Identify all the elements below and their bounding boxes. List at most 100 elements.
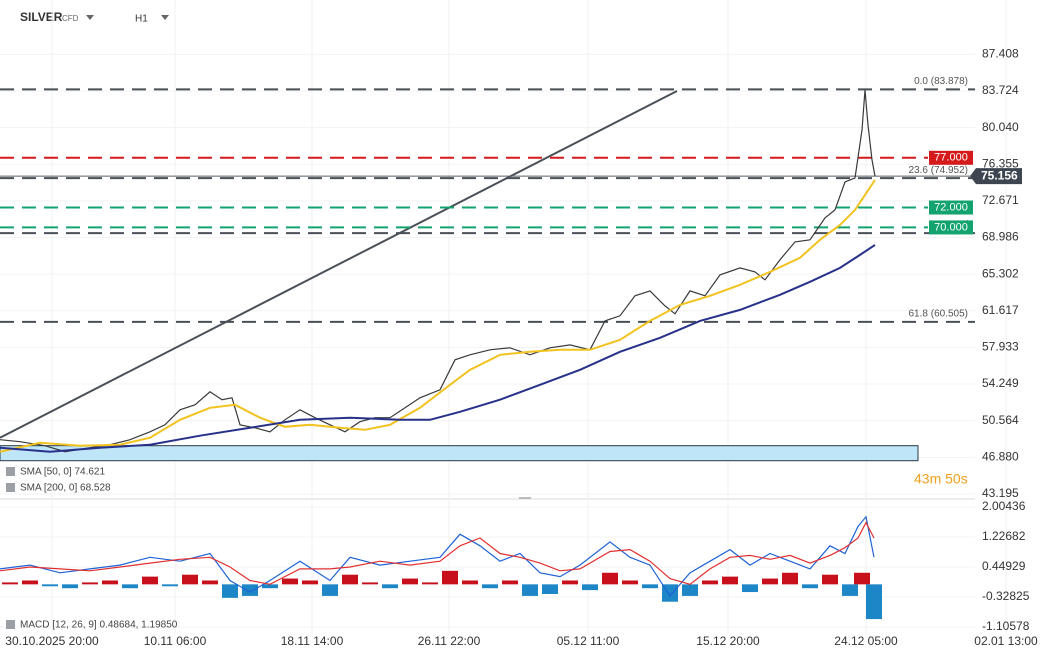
fib-label: 23.6 (74.952) <box>909 165 969 176</box>
histogram-bar <box>602 572 618 585</box>
histogram-bar <box>122 584 138 589</box>
fib-label: 0.0 (83.878) <box>914 76 968 87</box>
histogram-bar <box>762 578 778 585</box>
y-tick-label: 80.040 <box>982 120 1019 134</box>
x-tick-label: 24.12 05:00 <box>834 634 898 648</box>
histogram-bar <box>802 584 818 589</box>
y-tick-label: 68.986 <box>982 230 1019 244</box>
histogram-bar <box>522 584 538 596</box>
histogram-bar <box>402 578 418 585</box>
histogram-bar <box>42 584 58 587</box>
interval: H1 <box>135 14 148 25</box>
histogram-bar <box>322 584 338 596</box>
histogram-bar <box>142 576 158 585</box>
series-line <box>0 521 875 585</box>
histogram-bar <box>502 580 518 585</box>
y-tick-label: 50.564 <box>982 413 1019 427</box>
histogram-bar <box>642 584 658 589</box>
indicator-line <box>0 244 876 453</box>
x-tick-label: 02.01 13:00 <box>974 634 1038 648</box>
y-tick-label: 83.724 <box>982 83 1019 97</box>
support-zone <box>0 445 919 462</box>
histogram-bar <box>222 584 238 598</box>
histogram-bar <box>442 570 458 585</box>
y-tick-label: 1.22682 <box>982 529 1026 543</box>
histogram-bar <box>822 574 838 585</box>
x-tick-label: 30.10.2025 20:00 <box>5 634 99 648</box>
x-tick-label: 26.11 22:00 <box>418 634 481 648</box>
histogram-bar <box>682 584 698 596</box>
y-tick-label: 65.302 <box>982 266 1019 280</box>
y-tick-label: 57.933 <box>982 340 1019 354</box>
histogram-bar <box>102 580 118 585</box>
y-tick-label: 87.408 <box>982 46 1019 60</box>
histogram-bar <box>842 584 858 596</box>
histogram-bar <box>162 584 178 587</box>
histogram-bar <box>202 580 218 585</box>
histogram-bar <box>582 584 598 591</box>
histogram-bar <box>242 584 258 596</box>
series-line <box>0 89 876 453</box>
y-tick-label: 2.00436 <box>982 499 1026 513</box>
macd-legend: MACD [12, 26, 9] 0.48684, 1.19850 <box>20 620 178 631</box>
histogram-bar <box>722 576 738 585</box>
indicator-line <box>0 179 876 453</box>
price-level-tag-label: 72.000 <box>934 201 968 213</box>
y-tick-label: 72.671 <box>982 193 1019 207</box>
histogram-bar <box>782 572 798 585</box>
symbol: SILVER <box>20 10 63 24</box>
macd-legend-icon <box>6 620 15 629</box>
histogram-bar <box>854 572 870 585</box>
bar-countdown: 43m 50s <box>914 471 968 487</box>
histogram-bar <box>282 578 298 585</box>
legend-icon <box>6 483 15 492</box>
histogram-bar <box>262 584 278 589</box>
panel-resize-handle[interactable] <box>519 497 531 499</box>
price-level-tag <box>929 150 973 165</box>
histogram-bar <box>622 580 638 585</box>
histogram-bar <box>82 582 98 585</box>
histogram-bar <box>742 584 758 593</box>
price-level-tag <box>929 200 973 215</box>
histogram-bar <box>462 580 478 585</box>
histogram-bar <box>302 580 318 585</box>
histogram-bar <box>182 574 198 585</box>
x-tick-label: 15.12 20:00 <box>696 634 760 648</box>
trend-line <box>0 90 678 439</box>
histogram-bar <box>2 582 18 585</box>
y-tick-label: 43.195 <box>982 486 1019 500</box>
histogram-bar <box>62 584 78 589</box>
legend-entry: SMA [200, 0] 68.528 <box>20 483 111 494</box>
last-price-tag <box>970 168 1022 185</box>
histogram-bar <box>22 580 38 585</box>
price-level-tag <box>929 220 973 235</box>
x-tick-label: 10.11 06:00 <box>144 634 207 648</box>
x-tick-label: 05.12 11:00 <box>557 634 620 648</box>
histogram-bar <box>702 580 718 585</box>
y-tick-label: 46.880 <box>982 449 1019 463</box>
histogram-bar <box>866 584 882 620</box>
instrument: CFD <box>62 14 79 23</box>
y-tick-label: 0.44929 <box>982 559 1026 573</box>
histogram-bar <box>362 582 378 585</box>
histogram-bar <box>482 584 498 589</box>
legend-entry: SMA [50, 0] 74.621 <box>20 467 105 478</box>
y-tick-label: 54.249 <box>982 376 1019 390</box>
histogram-bar <box>422 582 438 585</box>
x-tick-label: 18.11 14:00 <box>281 634 344 648</box>
y-tick-label: -0.32825 <box>982 589 1030 603</box>
histogram-bar <box>542 584 558 594</box>
y-tick-label: 76.355 <box>982 156 1019 170</box>
fib-label: 61.8 (60.505) <box>909 308 969 319</box>
y-tick-label: -1.10578 <box>982 619 1030 633</box>
last-price-tag-label: 75.156 <box>981 168 1018 182</box>
histogram-bar <box>382 584 398 589</box>
histogram-bar <box>562 580 578 585</box>
histogram-bar <box>342 574 358 585</box>
price-level-tag-label: 70.000 <box>934 221 968 233</box>
symbol-dropdown[interactable] <box>86 15 94 20</box>
interval-dropdown[interactable] <box>161 15 169 20</box>
price-level-tag-label: 77.000 <box>934 152 968 164</box>
y-tick-label: 61.617 <box>982 303 1019 317</box>
